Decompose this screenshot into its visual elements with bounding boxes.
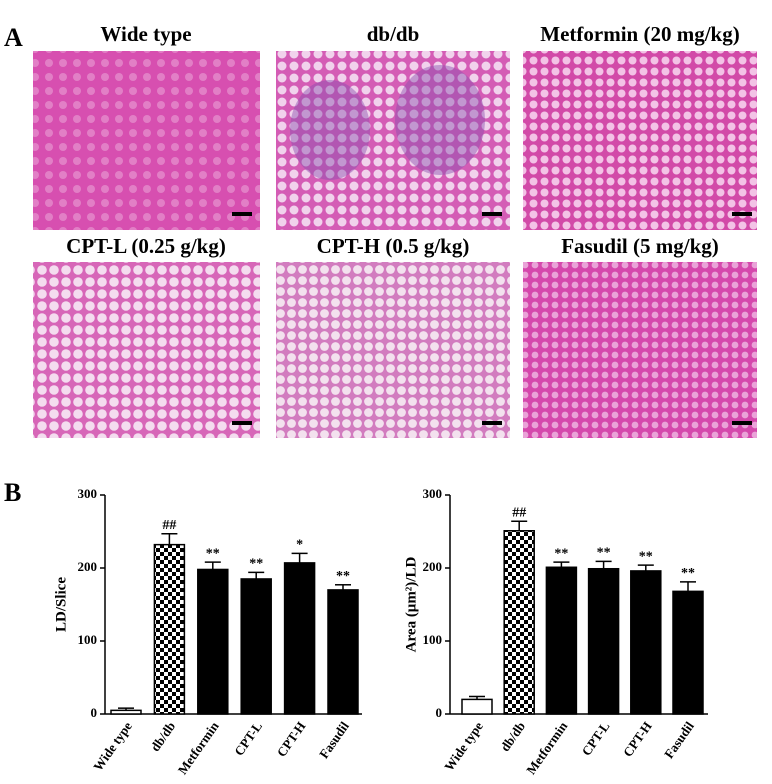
x-tick-label: CPT-L (231, 719, 265, 759)
significance-label: ## (162, 518, 176, 533)
image-title: CPT-L (0.25 g/kg) (66, 234, 226, 258)
stain-region (290, 80, 370, 180)
y-tick-label: 0 (91, 705, 98, 720)
bar (153, 543, 186, 715)
bar (587, 567, 620, 715)
y-axis-label: LD/Slice (53, 577, 69, 632)
histology-image (276, 51, 510, 230)
histology-image (523, 262, 757, 438)
x-tick-label: Fasudil (661, 719, 697, 762)
panel-label: A (4, 23, 23, 52)
bar (672, 590, 704, 715)
histology-image (33, 51, 260, 230)
image-title: CPT-H (0.5 g/kg) (317, 234, 470, 258)
x-tick-label: Metformin (523, 718, 571, 777)
histology-image (33, 262, 260, 438)
x-tick-label: CPT-L (579, 719, 613, 759)
significance-label: ## (512, 505, 526, 520)
bar (197, 568, 229, 715)
x-tick-label: Wide type (441, 719, 486, 774)
significance-label: ** (639, 549, 653, 564)
image-title: Fasudil (5 mg/kg) (561, 234, 719, 258)
y-tick-label: 300 (78, 486, 98, 501)
image-title: Wide type (100, 22, 191, 46)
bar (110, 709, 142, 715)
significance-label: ** (597, 546, 611, 561)
y-tick-label: 0 (436, 705, 443, 720)
significance-label: ** (249, 557, 263, 572)
panel-label: B (4, 478, 21, 507)
bar (283, 562, 316, 715)
x-tick-label: CPT-H (620, 719, 655, 760)
y-tick-label: 300 (423, 486, 443, 501)
histology-image (276, 262, 510, 438)
y-tick-label: 100 (423, 632, 443, 647)
histology-image (523, 51, 757, 230)
x-tick-label: db/db (497, 719, 528, 754)
y-axis-label: Area (μm²)/LD (403, 557, 419, 653)
image-title: Metformin (20 mg/kg) (540, 22, 739, 46)
significance-label: ** (336, 569, 350, 584)
x-tick-label: Wide type (90, 719, 135, 774)
y-tick-label: 200 (423, 559, 443, 574)
significance-label: ** (206, 546, 220, 561)
stain-region (395, 65, 485, 175)
bar (461, 698, 493, 715)
bar (545, 566, 578, 715)
bar (327, 589, 359, 715)
y-tick-label: 100 (78, 632, 98, 647)
bar (630, 570, 662, 715)
x-tick-label: Fasudil (316, 719, 352, 762)
scale-bars (232, 212, 752, 425)
significance-label: * (296, 538, 303, 553)
histology-images (33, 51, 757, 438)
significance-label: ** (681, 566, 695, 581)
y-tick-label: 200 (78, 559, 98, 574)
x-tick-label: Metformin (175, 718, 223, 777)
significance-label: ** (554, 546, 568, 561)
x-tick-label: CPT-H (274, 719, 309, 760)
bar (503, 530, 535, 715)
image-title: db/db (367, 22, 420, 46)
x-tick-label: db/db (147, 719, 178, 754)
bar (240, 578, 272, 715)
